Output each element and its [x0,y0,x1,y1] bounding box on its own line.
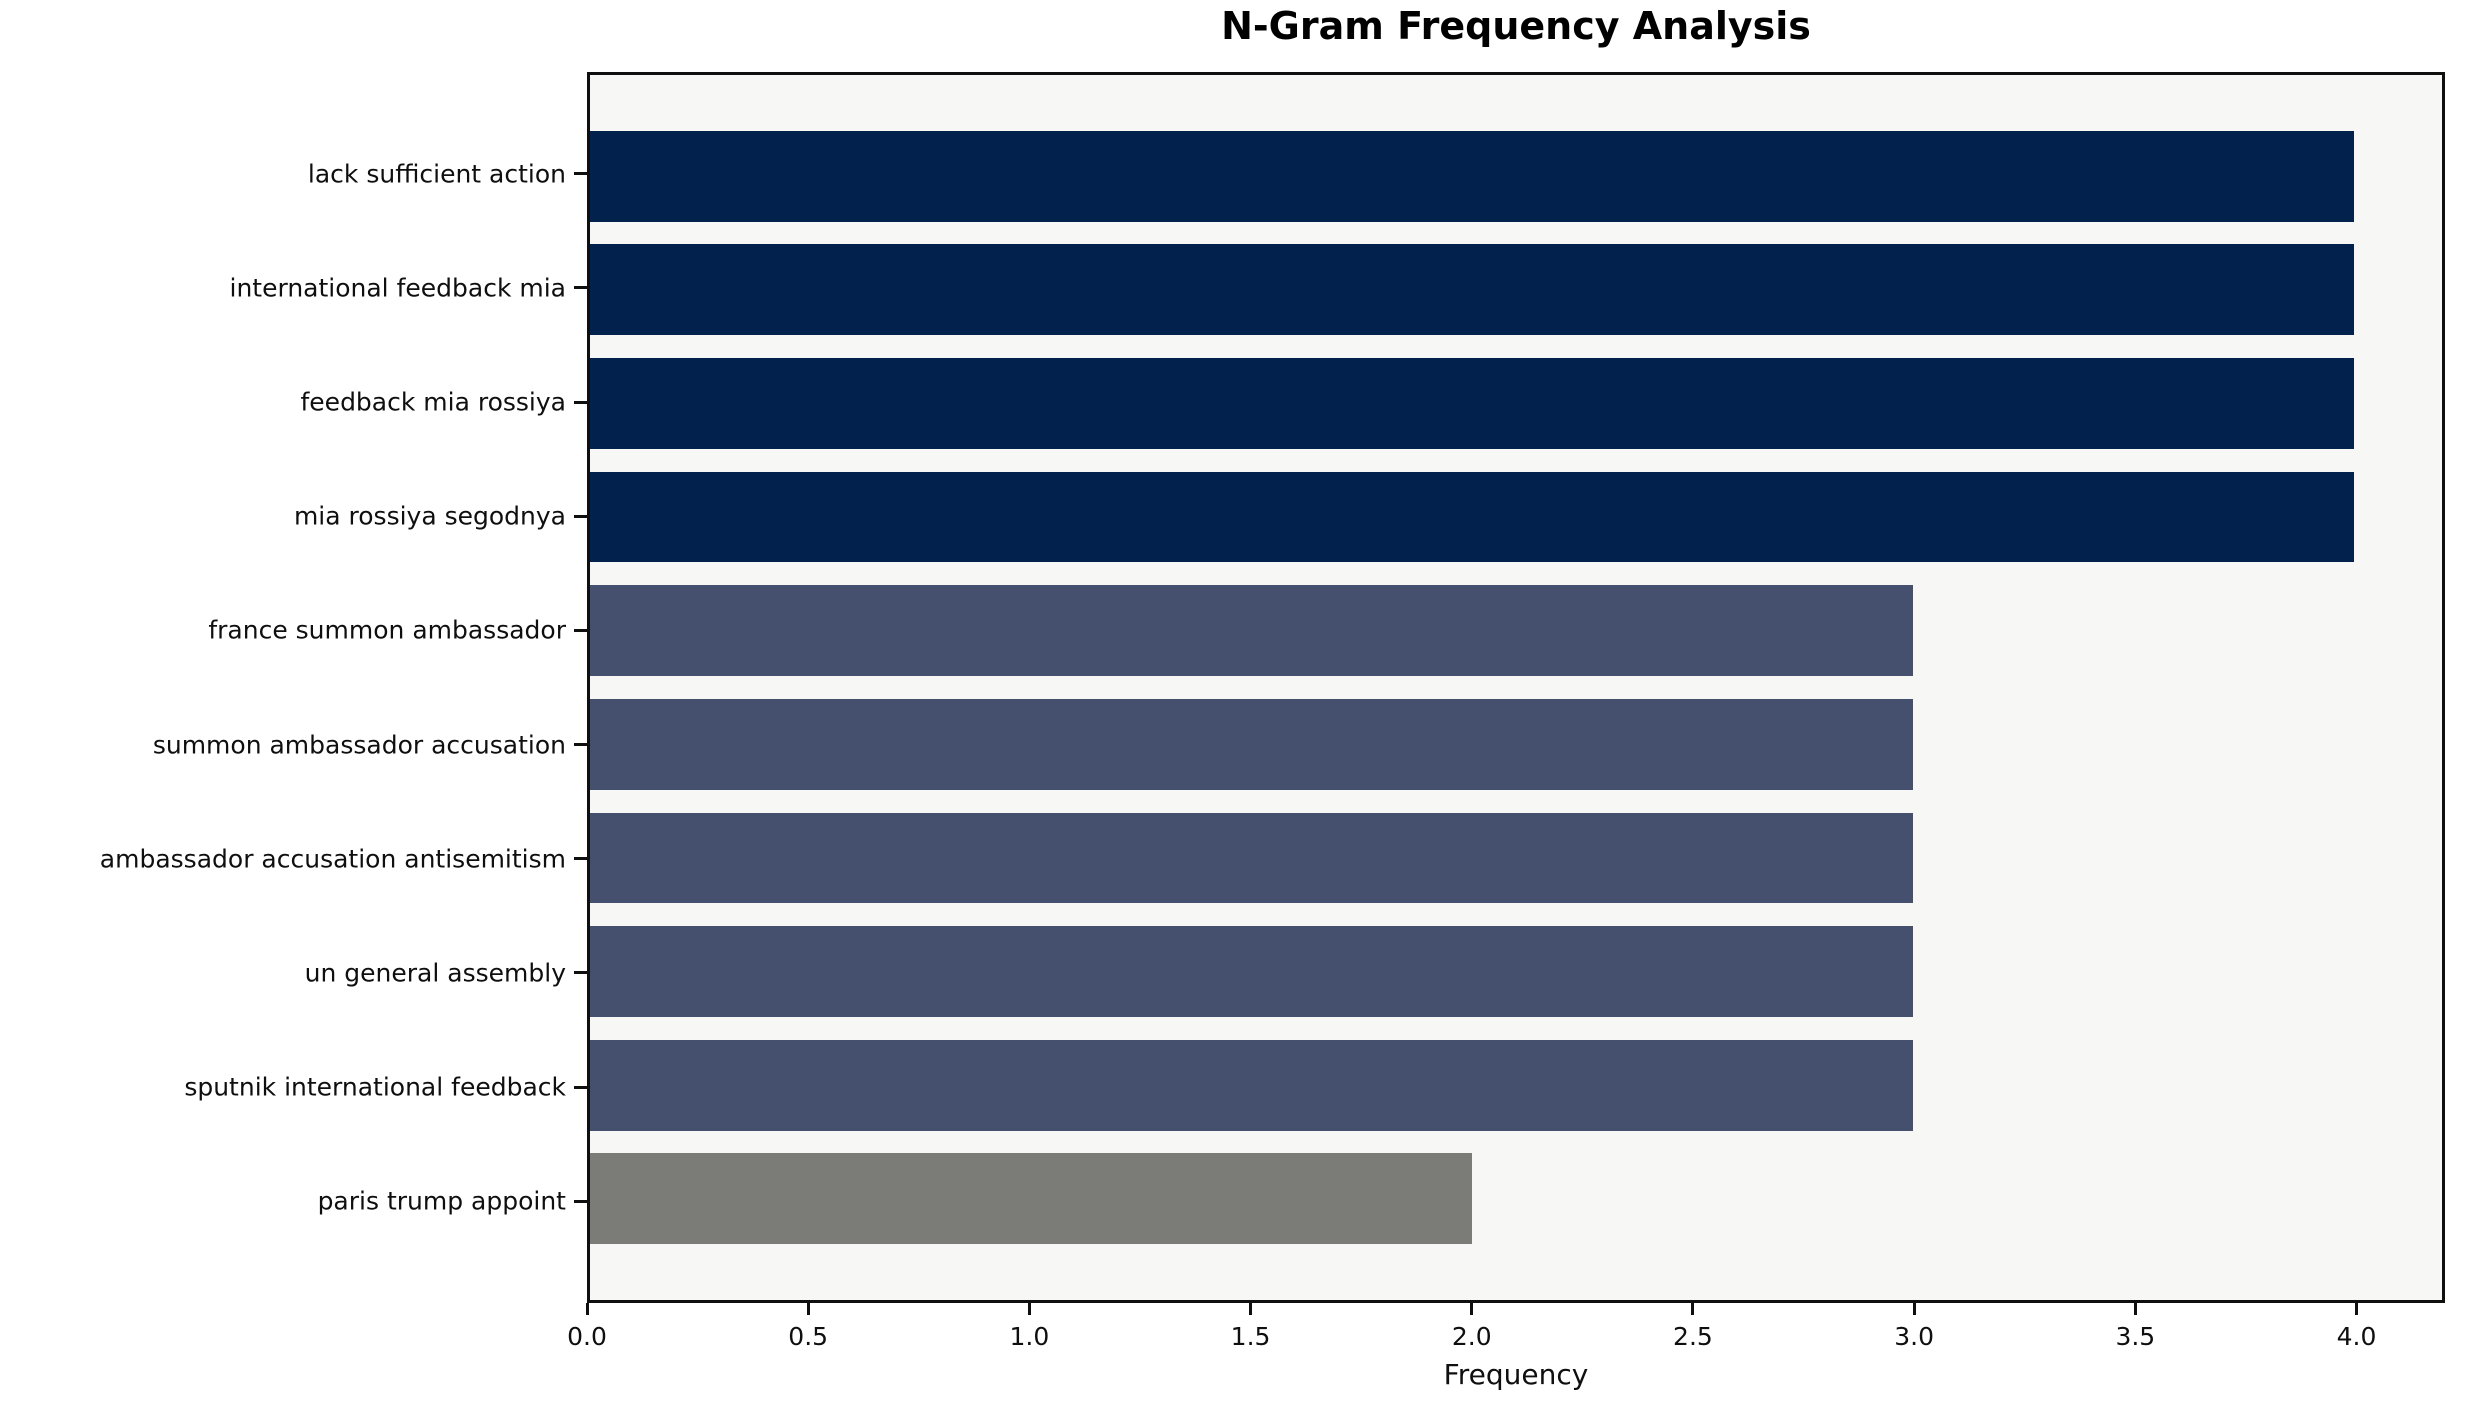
y-tick-mark [574,286,587,290]
plot-area [587,72,2445,1303]
y-tick-label: mia rossiya segodnya [293,501,566,531]
bar [590,926,1913,1018]
y-tick-mark [574,172,587,176]
bar [590,1039,1913,1131]
x-tick-mark [2355,1303,2359,1315]
y-tick-label: lack sufficient action [307,159,566,189]
x-tick-mark [1027,1303,1031,1315]
y-tick-mark [574,514,587,518]
x-tick-label: 2.0 [1451,1322,1492,1351]
x-tick-mark [806,1303,810,1315]
y-axis-labels: lack sufficient action international feed… [0,72,566,1303]
y-tick-label: ambassador accusation antisemitism [99,844,566,874]
x-tick-label: 2.5 [1673,1322,1713,1351]
x-tick-mark [1691,1303,1695,1315]
y-tick-label: international feedback mia [229,273,567,303]
x-tick-mark [2133,1303,2137,1315]
y-tick-mark [574,1085,587,1089]
x-tick-mark [1249,1303,1253,1315]
y-tick-label: paris trump appoint [317,1186,566,1216]
bar [590,357,2354,449]
y-tick-mark [574,743,587,747]
x-tick-mark [1912,1303,1916,1315]
y-tick-mark [574,628,587,632]
bar [590,812,1913,904]
y-tick-label: sputnik international feedback [184,1072,566,1102]
y-tick-label: un general assembly [304,958,566,988]
x-tick-label: 3.5 [2115,1322,2156,1351]
x-tick-mark [1470,1303,1474,1315]
x-tick-mark [585,1303,589,1315]
y-tick-mark [574,857,587,861]
x-axis-title: Frequency [1443,1358,1589,1391]
y-tick-label: france summon ambassador [208,615,566,645]
bar [590,244,2354,336]
bar [590,471,2354,563]
y-tick-mark [574,1199,587,1203]
bar [590,585,1913,677]
chart-title: N-Gram Frequency Analysis [1221,4,1811,48]
y-tick-label: feedback mia rossiya [300,387,567,417]
y-tick-mark [574,400,587,404]
x-tick-label: 3.0 [1894,1322,1935,1351]
x-tick-label: 1.5 [1230,1322,1271,1351]
bar [590,130,2354,222]
x-tick-label: 0.5 [788,1322,829,1351]
y-tick-label: summon ambassador accusation [152,730,566,760]
y-tick-mark [574,971,587,975]
x-tick-label: 4.0 [2336,1322,2377,1351]
x-tick-label: 1.0 [1009,1322,1050,1351]
bar [590,1153,1472,1245]
bar [590,698,1913,790]
x-tick-label: 0.0 [567,1322,607,1351]
